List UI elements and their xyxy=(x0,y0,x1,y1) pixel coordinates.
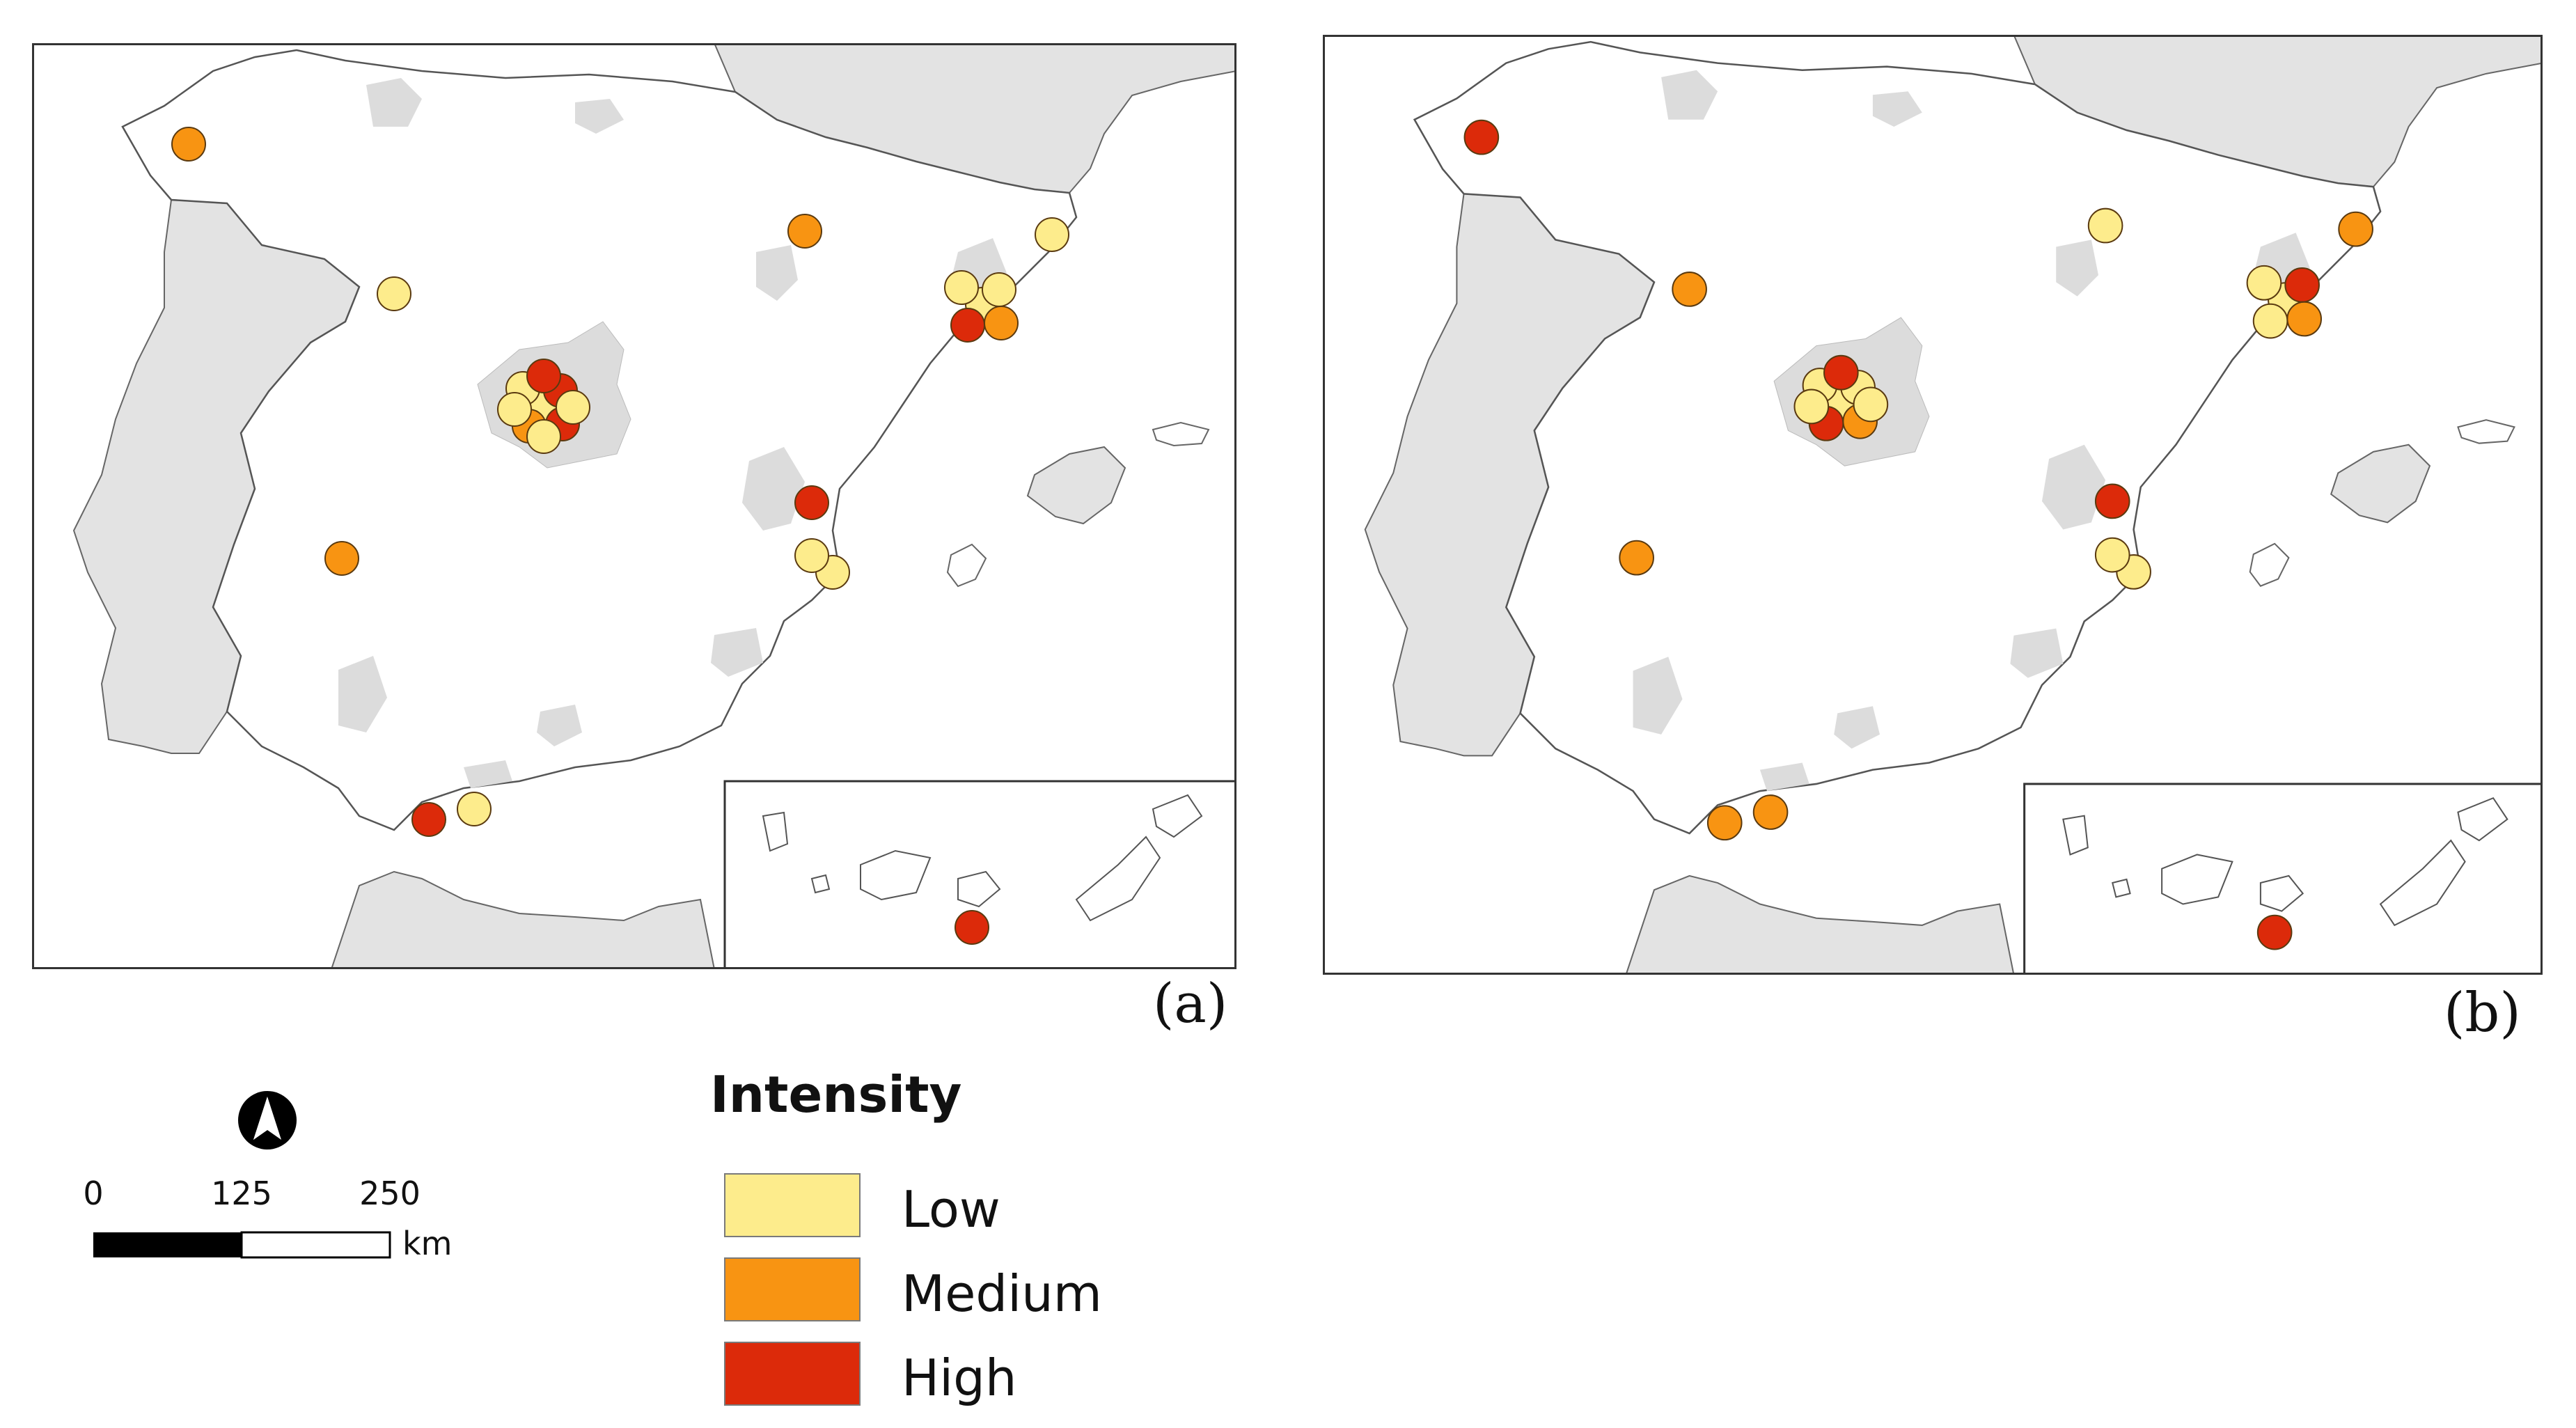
urban-asturias xyxy=(1872,91,1922,127)
scale-tick-250: 250 xyxy=(359,1175,421,1212)
island-mallorca xyxy=(1026,446,1126,525)
intensity-point-high xyxy=(2094,483,2130,519)
map-panel-b-container: (b) xyxy=(1323,35,2543,1044)
intensity-point-low xyxy=(2094,537,2130,573)
intensity-point-low xyxy=(457,792,492,826)
urban-galicia xyxy=(366,78,422,127)
island-ibiza xyxy=(2249,542,2290,587)
legend-title: Intensity xyxy=(710,1065,962,1124)
scale-bar: 0 125 250 km xyxy=(83,1175,452,1262)
map-frame-a xyxy=(32,43,1236,969)
map-a xyxy=(32,43,1236,969)
urban-cordoba xyxy=(537,705,582,746)
legend-swatch-high xyxy=(724,1342,861,1406)
intensity-point-high xyxy=(1463,119,1500,155)
intensity-point-medium xyxy=(1706,805,1743,841)
intensity-point-low xyxy=(944,270,979,305)
canary-islands-outline xyxy=(2062,797,2508,927)
intensity-point-medium xyxy=(1619,540,1654,576)
legend-label-high: High xyxy=(902,1349,1017,1407)
land-morocco xyxy=(1625,874,2015,975)
island-menorca xyxy=(1152,421,1210,447)
intensity-point-high xyxy=(2256,914,2293,950)
intensity-point-low xyxy=(1853,386,1889,423)
island-ibiza xyxy=(946,543,987,588)
map-panel-a-container: (a) xyxy=(32,43,1236,1035)
intensity-point-high xyxy=(526,359,561,393)
legend-swatch-low xyxy=(724,1173,861,1237)
intensity-point-low xyxy=(526,419,561,454)
urban-seville xyxy=(338,656,387,732)
urban-north xyxy=(2056,240,2098,297)
urban-malaga xyxy=(464,760,512,788)
intensity-point-medium xyxy=(1752,794,1789,830)
canary-islands-outline xyxy=(762,794,1203,922)
urban-asturias xyxy=(575,99,624,134)
intensity-point-low xyxy=(497,392,532,427)
urban-valencia xyxy=(2041,444,2106,530)
scale-unit: km xyxy=(402,1225,452,1262)
scale-tick-125: 125 xyxy=(211,1175,272,1212)
panel-label-a: (a) xyxy=(1153,973,1228,1035)
intensity-point-medium xyxy=(2286,301,2323,337)
scale-segment-white xyxy=(240,1231,391,1259)
intensity-point-medium xyxy=(324,541,359,576)
intensity-points-a xyxy=(171,127,1069,945)
intensity-points-b xyxy=(1463,119,2373,950)
intensity-point-high xyxy=(794,485,829,520)
legend-label-low: Low xyxy=(902,1180,1000,1239)
urban-galicia xyxy=(1661,70,1718,120)
urban-north xyxy=(756,245,798,301)
intensity-point-high xyxy=(955,910,989,945)
intensity-point-low xyxy=(1035,217,1069,252)
intensity-point-medium xyxy=(2338,211,2373,247)
intensity-point-medium xyxy=(787,214,822,249)
urban-valencia xyxy=(742,447,805,531)
intensity-point-high xyxy=(1823,354,1859,391)
land-morocco xyxy=(330,870,716,969)
intensity-point-medium xyxy=(171,127,206,162)
intensity-point-low xyxy=(556,390,590,425)
intensity-point-medium xyxy=(984,306,1019,340)
island-menorca xyxy=(2457,419,2515,444)
urban-seville xyxy=(1633,657,1683,735)
urban-malaga xyxy=(1759,762,1809,792)
scale-segment-black xyxy=(93,1232,242,1257)
intensity-point-low xyxy=(794,538,829,573)
urban-cordoba xyxy=(1834,706,1880,749)
intensity-point-medium xyxy=(1672,272,1707,307)
island-mallorca xyxy=(2330,444,2431,524)
legend-label-medium: Medium xyxy=(902,1264,1102,1323)
intensity-point-low xyxy=(377,276,411,311)
intensity-point-low xyxy=(2087,207,2123,244)
legend-swatch-medium xyxy=(724,1257,861,1321)
urban-murcia xyxy=(711,628,763,677)
intensity-point-low xyxy=(1793,389,1830,425)
north-arrow-icon xyxy=(238,1091,297,1150)
intensity-point-high xyxy=(411,802,446,837)
panel-label-b: (b) xyxy=(2444,982,2521,1044)
map-frame-b xyxy=(1323,35,2543,975)
intensity-point-low xyxy=(2246,265,2282,301)
map-b xyxy=(1323,35,2543,975)
scale-tick-0: 0 xyxy=(83,1175,103,1212)
urban-murcia xyxy=(2010,628,2064,678)
